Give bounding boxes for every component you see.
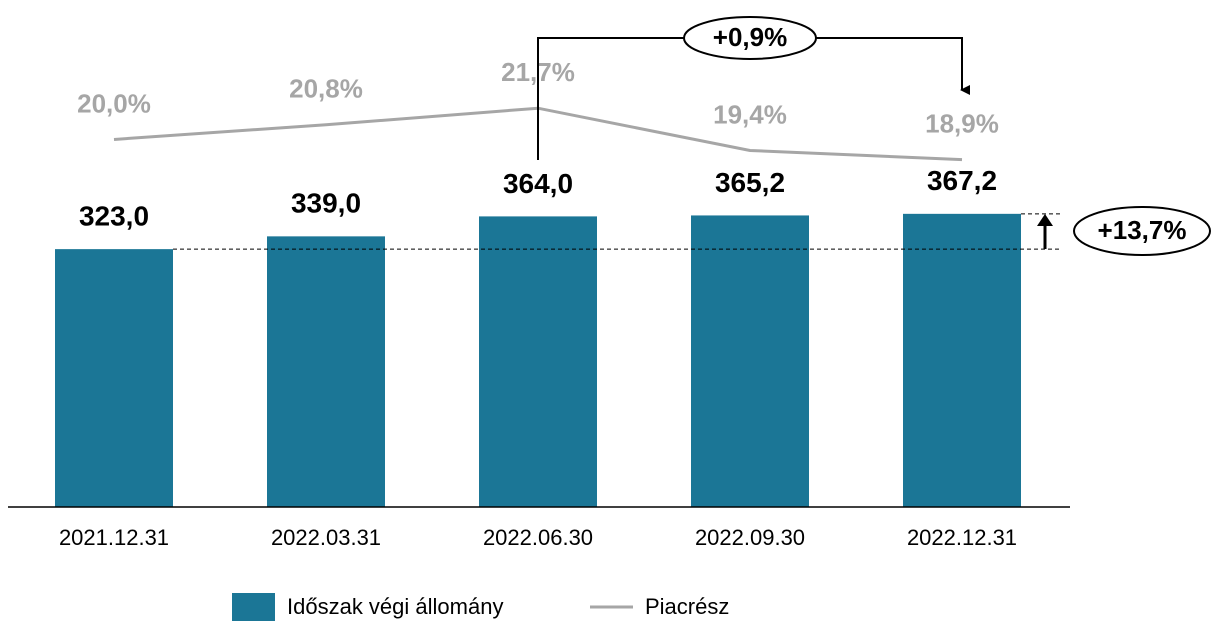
line-value-label: 20,0% (77, 88, 151, 118)
bar (55, 249, 173, 507)
bar (903, 213, 1021, 507)
legend-swatch (232, 593, 275, 621)
line-value-label: 19,4% (713, 99, 787, 129)
annotation-text: +0,9% (713, 22, 787, 52)
bar-value-label: 364,0 (503, 168, 573, 199)
bar-value-label: 339,0 (291, 188, 361, 219)
bar-value-label: 367,2 (927, 165, 997, 196)
x-tick-label: 2021.12.31 (59, 525, 169, 550)
annotation-bracket: +0,9% (537, 16, 970, 160)
x-tick-label: 2022.06.30 (483, 525, 593, 550)
line-value-label: 20,8% (289, 74, 363, 104)
x-tick-label: 2022.12.31 (907, 525, 1017, 550)
annotation-ellipse (683, 16, 817, 60)
bar (691, 215, 809, 507)
legend-label: Piacrész (645, 594, 729, 619)
legend-label: Időszak végi állomány (287, 594, 503, 619)
x-tick-label: 2022.03.31 (271, 525, 381, 550)
annotation-ellipse (1073, 206, 1211, 256)
bar (267, 236, 385, 507)
line-value-label: 18,9% (925, 109, 999, 139)
bar (479, 216, 597, 507)
bar-value-label: 323,0 (79, 201, 149, 232)
annotation-text: +13,7% (1098, 215, 1187, 245)
x-tick-label: 2022.09.30 (695, 525, 805, 550)
annotation-growth: +13,7% (1037, 206, 1211, 256)
bar-value-label: 365,2 (715, 167, 785, 198)
growth-arrow-head (1037, 214, 1053, 226)
